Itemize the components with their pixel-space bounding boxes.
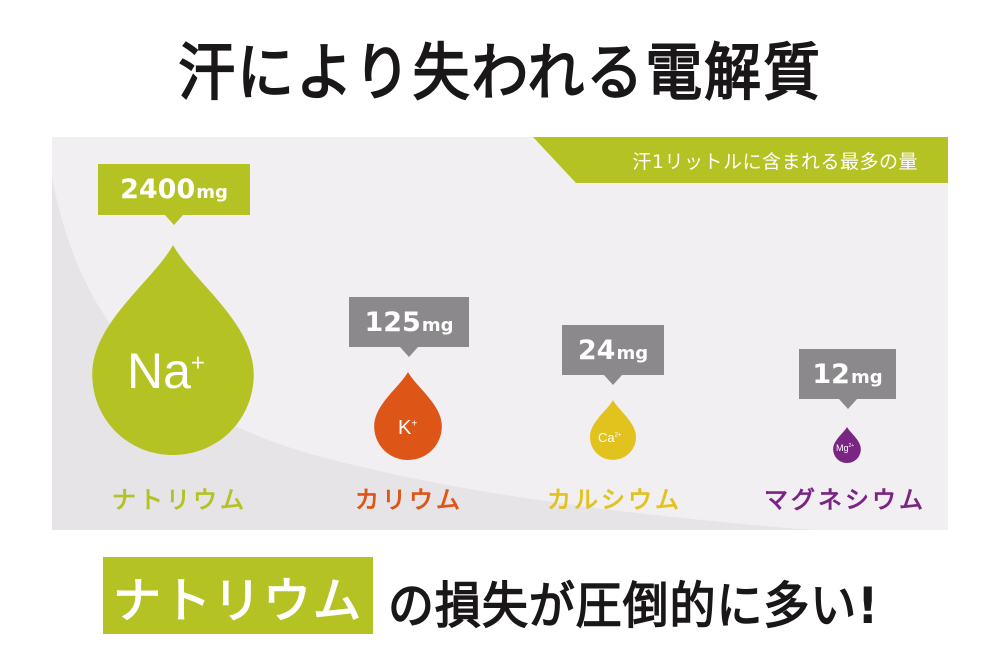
magnesium-drop-icon bbox=[833, 427, 861, 463]
calcium-symbol: Ca2+ bbox=[598, 430, 622, 445]
curve-background bbox=[52, 137, 948, 530]
subtitle-ribbon: 汗1リットルに含まれる最多の量 bbox=[533, 137, 948, 183]
conclusion-text: の損失が圧倒的に多い! bbox=[388, 577, 880, 635]
calcium-label: カルシウム bbox=[547, 486, 682, 514]
value-callout-calcium: 24 mg bbox=[562, 325, 664, 385]
page-title: 汗により失われる電解質 bbox=[178, 36, 822, 109]
potassium-drop-icon bbox=[374, 372, 442, 460]
magnesium-label: マグネシウム bbox=[764, 486, 926, 514]
conclusion-highlight: ナトリウム bbox=[103, 557, 373, 634]
magnesium-symbol: Mg2+ bbox=[836, 443, 855, 453]
subtitle-text: 汗1リットルに含まれる最多の量 bbox=[632, 151, 918, 173]
calcium-drop-icon bbox=[590, 400, 636, 460]
potassium-symbol: K+ bbox=[398, 417, 418, 439]
value-callout-magnesium: 12 mg bbox=[799, 349, 896, 409]
chart-panel: 汗1リットルに含まれる最多の量 2400 mg Na+ ナトリウム 125 mg K… bbox=[52, 137, 948, 530]
value-callout-sodium: 2400 mg bbox=[98, 164, 250, 225]
potassium-label: カリウム bbox=[355, 486, 463, 514]
sodium-label: ナトリウム bbox=[112, 486, 247, 514]
sodium-drop-icon bbox=[92, 245, 254, 455]
value-callout-potassium: 125 mg bbox=[349, 297, 469, 357]
sodium-symbol: Na+ bbox=[127, 343, 205, 399]
